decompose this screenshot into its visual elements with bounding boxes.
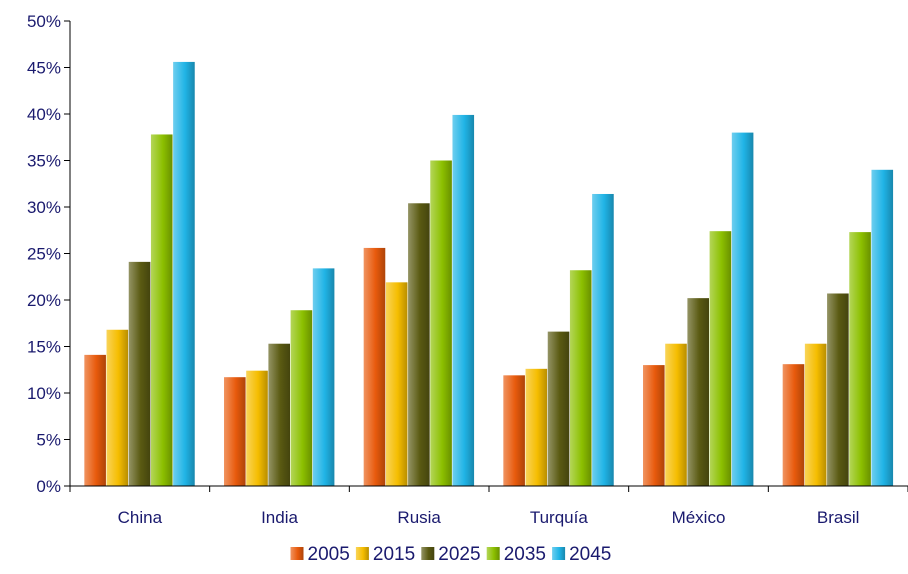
y-tick-label: 20% (27, 291, 61, 310)
legend-label: 2025 (438, 544, 480, 565)
bar-rusia-2045 (452, 114, 475, 487)
legend-item-2025: 2025 (421, 544, 481, 565)
y-tick-label: 45% (27, 59, 61, 78)
legend-label: 2035 (504, 544, 546, 565)
bar-rusia-2035 (430, 160, 452, 486)
axes-layer: 0% 5% 10% 15% 20% 25% 30% 35% 40% 45% 50% China Indi… (27, 12, 908, 527)
y-tick-label: 30% (27, 198, 61, 217)
legend-swatch (421, 547, 435, 560)
x-tick-label: México (672, 508, 726, 527)
y-tick-label: 25% (27, 245, 61, 264)
bar-china-2015 (106, 329, 129, 486)
bar-mexico-2015 (665, 343, 687, 486)
bar-brasil-2005 (782, 364, 805, 486)
y-tick-label: 40% (27, 105, 61, 124)
bar-turquia-2035 (569, 270, 592, 486)
bar-rusia-2025 (408, 203, 430, 486)
legend-item-2005: 2005 (290, 544, 350, 565)
x-tick-label: China (118, 508, 163, 527)
x-tick-label: Rusia (397, 508, 441, 527)
bar-turquia-2025 (547, 331, 570, 486)
y-tick-label: 0% (36, 477, 61, 496)
bar-brasil-2045 (871, 169, 894, 487)
legend-label: 2045 (569, 544, 611, 565)
bar-china-2005 (84, 354, 106, 486)
legend-item-2035: 2035 (486, 544, 546, 565)
legend-swatch (486, 547, 500, 560)
bar-india-2005 (224, 377, 246, 486)
bar-rusia-2005 (363, 247, 386, 486)
bar-mexico-2005 (643, 365, 665, 486)
legend-swatch (355, 547, 369, 560)
y-tick-label: 15% (27, 338, 61, 357)
bar-india-2025 (268, 343, 290, 486)
bar-mexico-2025 (687, 298, 709, 486)
legend-item-2015: 2015 (355, 544, 415, 565)
bar-mexico-2035 (709, 231, 732, 486)
legend-item-2045: 2045 (552, 544, 611, 565)
x-tick-label: Brasil (817, 508, 860, 527)
legend-label: 2005 (308, 544, 350, 565)
bar-china-2035 (150, 134, 173, 486)
legend-swatch (552, 547, 566, 560)
bar-india-2035 (290, 310, 313, 486)
legend: 2005 2015 2025 2035 2045 (290, 544, 611, 565)
bar-turquia-2015 (525, 368, 548, 486)
y-tick-label: 50% (27, 12, 61, 31)
bar-brasil-2035 (849, 232, 871, 486)
bar-china-2025 (128, 261, 151, 486)
bar-turquia-2005 (503, 375, 525, 486)
y-tick-label: 35% (27, 152, 61, 171)
y-tick-label: 5% (36, 431, 61, 450)
legend-label: 2015 (373, 544, 415, 565)
legend-swatch (290, 547, 304, 560)
bar-turquia-2045 (592, 193, 614, 487)
x-tick-label: India (261, 508, 298, 527)
bar-brasil-2015 (804, 343, 827, 486)
bar-rusia-2015 (385, 282, 408, 486)
bars-layer (84, 61, 894, 487)
bar-india-2045 (312, 268, 335, 486)
bar-mexico-2045 (731, 132, 754, 486)
bar-china-2045 (173, 61, 195, 487)
x-tick-label: Turquía (530, 508, 589, 527)
bar-india-2015 (246, 370, 268, 486)
bar-brasil-2025 (827, 293, 849, 486)
y-tick-label: 10% (27, 384, 61, 403)
